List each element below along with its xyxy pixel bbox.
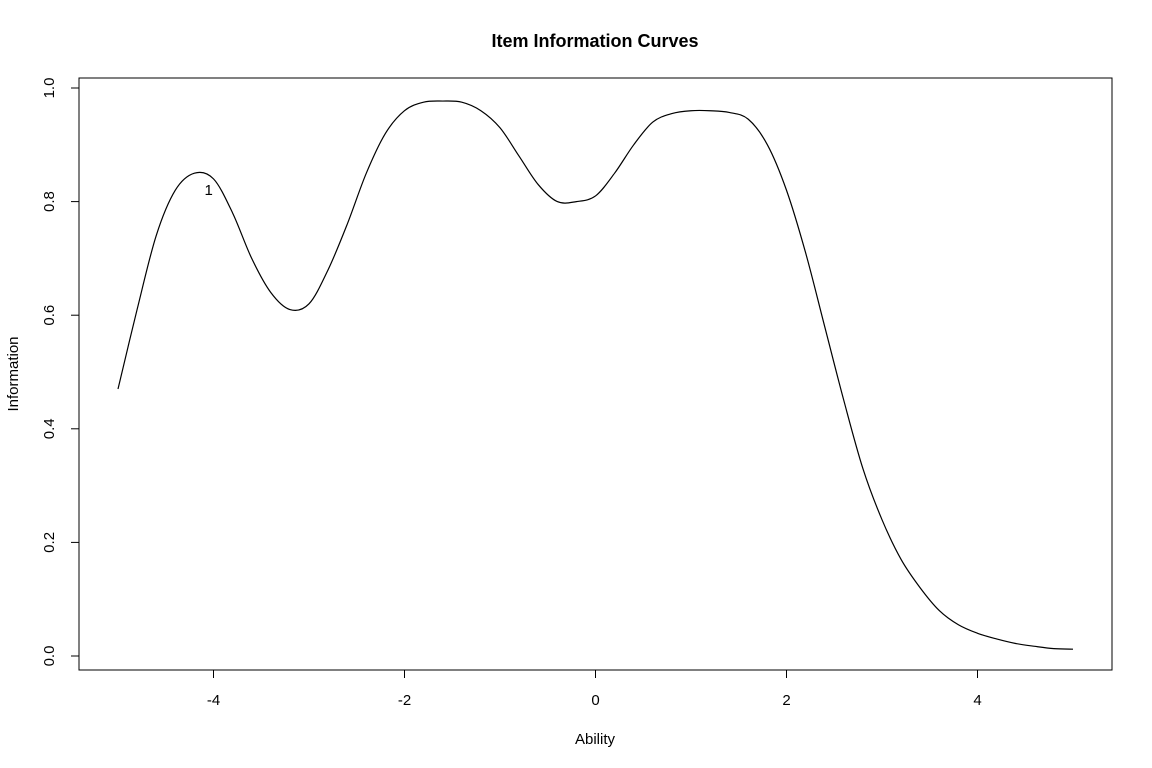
x-tick-label: 4 <box>973 692 981 709</box>
x-axis-label: Ability <box>575 731 616 748</box>
y-tick-label: 0.0 <box>41 646 58 667</box>
series-layer: 1 <box>117 100 1074 650</box>
x-tick-label: -2 <box>398 692 411 709</box>
chart-title: Item Information Curves <box>491 31 698 51</box>
y-axis-label: Information <box>5 336 22 411</box>
x-axis: -4 -2 0 2 4 <box>207 669 982 709</box>
y-tick-label: 0.4 <box>41 418 58 439</box>
y-axis: 0.0 0.2 0.4 0.6 0.8 1.0 <box>41 78 80 667</box>
curve-label: 1 <box>205 182 213 199</box>
x-tick-label: 2 <box>782 692 790 709</box>
y-tick-label: 0.6 <box>41 305 58 326</box>
y-tick-label: 0.2 <box>41 532 58 553</box>
y-tick-label: 0.8 <box>41 191 58 212</box>
series-line <box>117 100 1074 650</box>
x-tick-label: -4 <box>207 692 220 709</box>
y-tick-label: 1.0 <box>41 78 58 99</box>
x-tick-label: 0 <box>591 692 599 709</box>
plot-frame <box>78 77 1113 671</box>
